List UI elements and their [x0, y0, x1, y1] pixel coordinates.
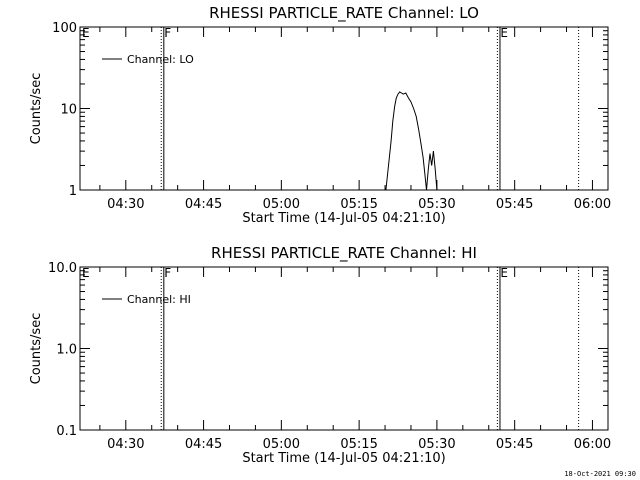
- legend-label: Channel: LO: [127, 53, 194, 66]
- y-tick-label: 0.1: [56, 424, 77, 439]
- x-tick-label: 05:45: [496, 197, 533, 212]
- event-marker-label: F: [164, 266, 171, 280]
- event-marker-label: F: [164, 26, 171, 40]
- x-axis-label: Start Time (14-Jul-05 04:21:10): [242, 211, 445, 226]
- x-tick-label: 05:00: [263, 197, 300, 212]
- x-tick-label: 05:45: [496, 437, 533, 452]
- x-tick-label: 05:00: [263, 437, 300, 452]
- y-axis-label: Counts/sec: [29, 73, 44, 145]
- y-axis-label: Counts/sec: [29, 313, 44, 385]
- event-marker-label: E: [500, 26, 508, 40]
- y-tick-label: 1.0: [56, 343, 77, 358]
- chart-panel-2: RHESSI PARTICLE_RATE Channel: HI 0.1 1.0 10…: [29, 244, 611, 466]
- series-line: [426, 151, 438, 191]
- plot-frame: [79, 26, 609, 191]
- plot-frame: [79, 266, 609, 431]
- x-tick-label: 05:15: [340, 437, 377, 452]
- chart-title: RHESSI PARTICLE_RATE Channel: LO: [209, 4, 479, 23]
- y-tick-label: 10: [60, 103, 77, 118]
- event-marker-label: E: [500, 266, 508, 280]
- y-tick-label: 1: [69, 184, 77, 199]
- x-tick-label: 06:00: [574, 197, 611, 212]
- chart-title: RHESSI PARTICLE_RATE Channel: HI: [211, 244, 477, 263]
- x-tick-label: 05:15: [340, 197, 377, 212]
- x-tick-label: 06:00: [574, 437, 611, 452]
- x-axis-label: Start Time (14-Jul-05 04:21:10): [242, 451, 445, 466]
- x-tick-label: 04:45: [185, 437, 222, 452]
- x-tick-label: 05:30: [418, 197, 455, 212]
- edge-marker-label: E: [82, 26, 90, 40]
- footer-timestamp: 18-Oct-2021 09:30: [564, 470, 636, 478]
- y-tick-label: 10.0: [48, 261, 77, 276]
- edge-marker-label: E: [82, 266, 90, 280]
- x-tick-label: 04:45: [185, 197, 222, 212]
- x-tick-label: 04:30: [107, 437, 144, 452]
- series-line: [385, 91, 427, 191]
- x-tick-label: 05:30: [418, 437, 455, 452]
- y-tick-label: 100: [52, 21, 77, 36]
- x-tick-label: 04:30: [107, 197, 144, 212]
- legend-label: Channel: HI: [127, 293, 191, 306]
- chart-panel-1: RHESSI PARTICLE_RATE Channel: LO 1 10 100 Co…: [29, 4, 611, 226]
